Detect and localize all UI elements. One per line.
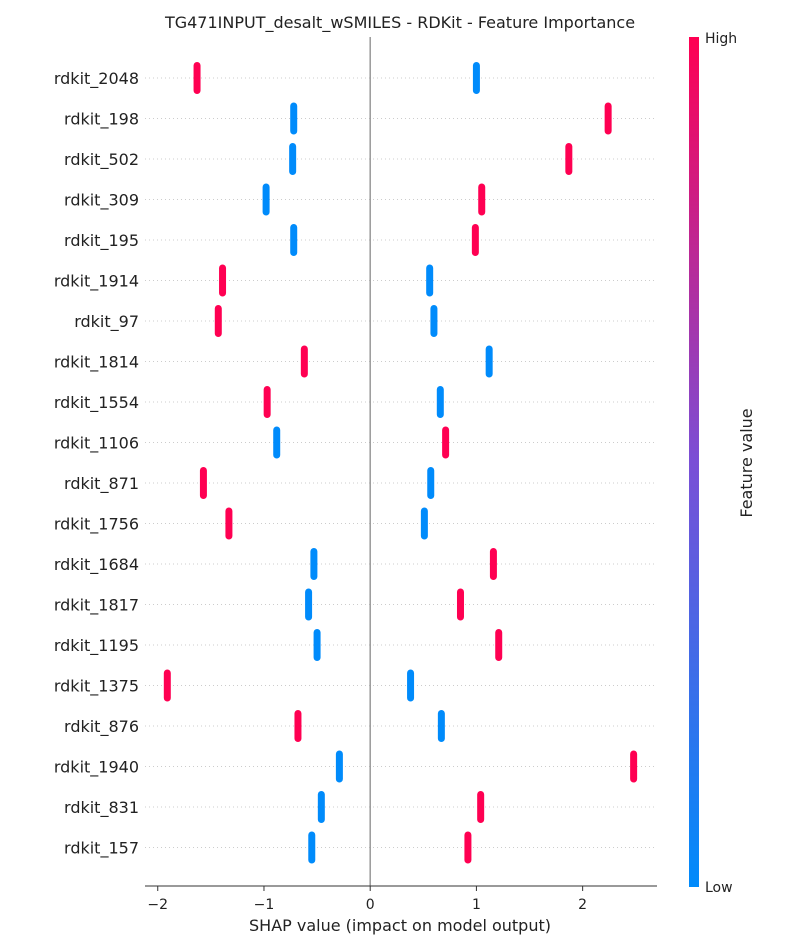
feature-label: rdkit_871 (64, 474, 139, 494)
high-value-points (164, 670, 171, 702)
x-tick-label: 1 (472, 897, 481, 913)
feature-label: rdkit_1106 (54, 434, 139, 454)
row-grid-lines (145, 78, 657, 848)
feature-label: rdkit_157 (64, 839, 139, 859)
x-axis-label: SHAP value (impact on model output) (249, 916, 551, 935)
x-tick-label: 0 (366, 897, 375, 913)
low-value-points (310, 548, 317, 580)
high-value-points (478, 184, 485, 216)
high-value-points (194, 62, 201, 94)
low-value-points (273, 427, 280, 459)
low-value-points (290, 224, 297, 256)
feature-labels: rdkit_2048 rdkit_198 rdkit_502 rdkit_309rdk… (54, 69, 139, 859)
feature-label: rdkit_195 (64, 231, 139, 251)
high-value-points (630, 751, 637, 783)
high-value-points (457, 589, 464, 621)
feature-label: rdkit_1814 (54, 353, 139, 373)
feature-label: rdkit_1554 (54, 393, 139, 413)
low-value-points (473, 62, 480, 94)
high-value-points (219, 265, 226, 297)
feature-label: rdkit_198 (64, 110, 139, 130)
low-value-points (430, 305, 437, 337)
high-value-points (301, 346, 308, 378)
colorbar-low-label: Low (705, 880, 733, 896)
high-value-points (495, 629, 502, 661)
low-value-points (427, 467, 434, 499)
low-value-points (318, 791, 325, 823)
low-value-points (289, 143, 296, 175)
feature-label: rdkit_309 (64, 191, 139, 211)
high-value-points (472, 224, 479, 256)
high-value-points (490, 548, 497, 580)
shap-points (164, 62, 637, 864)
colorbar-high-label: High (705, 31, 737, 47)
x-tick-label: −2 (147, 897, 168, 913)
feature-label: rdkit_1940 (54, 758, 139, 778)
high-value-points (565, 143, 572, 175)
low-value-points (336, 751, 343, 783)
feature-label: rdkit_1375 (54, 677, 139, 697)
high-value-points (464, 832, 471, 864)
feature-label: rdkit_876 (64, 717, 139, 737)
high-value-points (294, 710, 301, 742)
low-value-points (263, 184, 270, 216)
low-value-points (290, 103, 297, 135)
low-value-points (438, 710, 445, 742)
high-value-points (200, 467, 207, 499)
low-value-points (486, 346, 493, 378)
feature-label: rdkit_97 (74, 312, 139, 332)
low-value-points (421, 508, 428, 540)
feature-label: rdkit_1914 (54, 272, 139, 292)
high-value-points (215, 305, 222, 337)
x-tick-label: 2 (578, 897, 587, 913)
feature-label: rdkit_2048 (54, 69, 139, 89)
chart-title: TG471INPUT_desalt_wSMILES - RDKit - Feat… (164, 13, 635, 33)
high-value-points (477, 791, 484, 823)
feature-label: rdkit_1684 (54, 555, 139, 575)
high-value-points (225, 508, 232, 540)
feature-label: rdkit_831 (64, 798, 139, 818)
feature-label: rdkit_1195 (54, 636, 139, 656)
low-value-points (426, 265, 433, 297)
low-value-points (437, 386, 444, 418)
colorbar (689, 37, 699, 887)
high-value-points (442, 427, 449, 459)
low-value-points (305, 589, 312, 621)
low-value-points (314, 629, 321, 661)
low-value-points (407, 670, 414, 702)
high-value-points (264, 386, 271, 418)
high-value-points (605, 103, 612, 135)
colorbar-title: Feature value (737, 408, 756, 517)
x-axis-ticks: −2 −1 0 1 2 (147, 886, 587, 913)
feature-label: rdkit_502 (64, 150, 139, 170)
feature-label: rdkit_1756 (54, 515, 139, 535)
feature-label: rdkit_1817 (54, 596, 139, 616)
x-tick-label: −1 (254, 897, 275, 913)
low-value-points (308, 832, 315, 864)
